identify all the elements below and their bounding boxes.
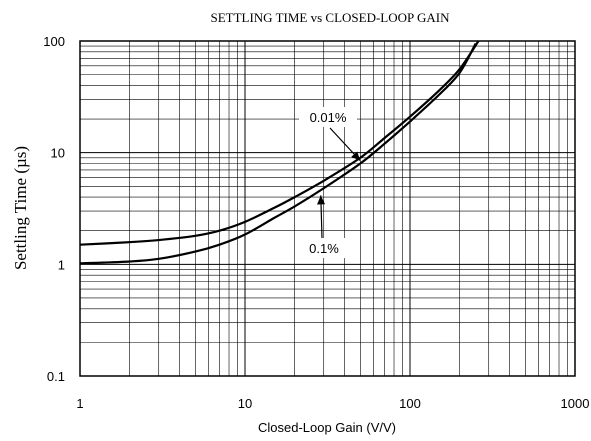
tick-labels: 1 10 100 1000 0.1 1 10 100 bbox=[43, 34, 589, 411]
y-tick-label: 100 bbox=[43, 34, 65, 49]
chart-title: SETTLING TIME vs CLOSED-LOOP GAIN bbox=[210, 10, 450, 25]
series-line-settling-0-1-percent bbox=[79, 42, 477, 265]
y-axis-label: Settling Time (µs) bbox=[11, 146, 30, 270]
x-tick-label: 1000 bbox=[561, 396, 590, 411]
plot-frame bbox=[79, 40, 576, 377]
grid bbox=[79, 41, 575, 377]
annotation-0-01-percent-arrowhead bbox=[351, 151, 361, 161]
y-tick-label: 10 bbox=[51, 146, 65, 161]
annotation-0-1-percent-arrowhead bbox=[317, 195, 326, 205]
y-tick-label: 1 bbox=[58, 257, 65, 272]
x-tick-label: 1 bbox=[76, 396, 83, 411]
series-line-settling-0-01-percent bbox=[79, 40, 480, 246]
y-tick-label: 0.1 bbox=[47, 369, 65, 384]
annotations: 0.01% 0.1% bbox=[299, 107, 361, 258]
x-tick-label: 10 bbox=[238, 396, 252, 411]
annotation-bg bbox=[300, 238, 348, 258]
annotation-label-0-1-percent: 0.1% bbox=[309, 241, 339, 256]
x-tick-label: 100 bbox=[399, 396, 421, 411]
curves bbox=[79, 40, 480, 265]
annotation-bg bbox=[299, 107, 357, 127]
x-axis-label: Closed-Loop Gain (V/V) bbox=[258, 420, 396, 435]
annotation-label-0-01-percent: 0.01% bbox=[310, 110, 347, 125]
